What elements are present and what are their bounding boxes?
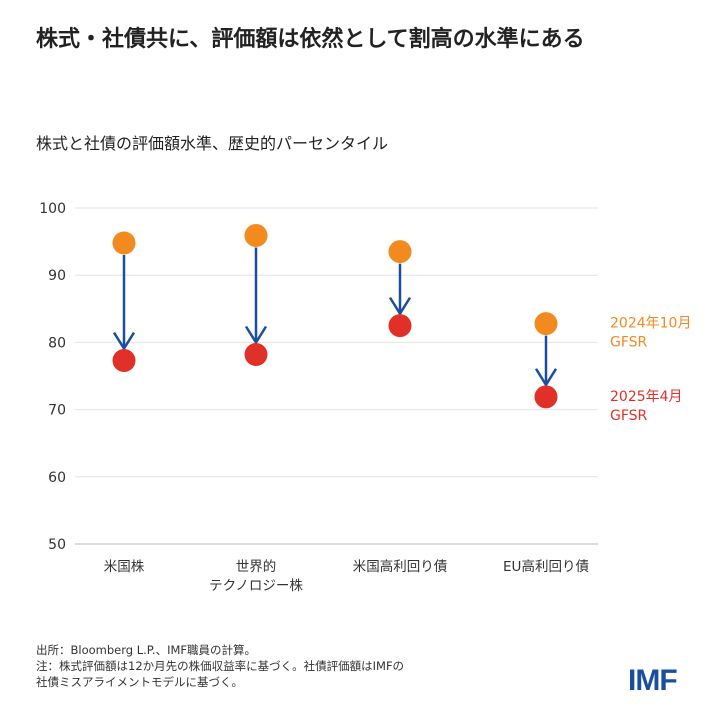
x-category-label: EU高利回り債 — [503, 558, 589, 575]
x-category-label: 世界的 — [236, 559, 277, 575]
data-point — [534, 385, 558, 409]
legend-label: GFSR — [610, 335, 648, 351]
y-tick-label: 100 — [39, 201, 66, 217]
legend-label: GFSR — [610, 408, 648, 424]
y-tick-label: 60 — [48, 470, 66, 486]
notes: 出所：Bloomberg L.P.、IMF職員の計算。 注：株式評価額は12か月… — [36, 642, 404, 690]
arrow-head — [112, 331, 136, 351]
x-category-label: 米国高利回り債 — [353, 558, 448, 575]
arrow-head — [244, 325, 268, 345]
y-tick-label: 70 — [48, 403, 66, 419]
y-tick-label: 80 — [48, 335, 66, 351]
data-point — [388, 240, 412, 264]
legend-label: 2024年10月 — [610, 316, 691, 332]
data-point — [388, 314, 412, 338]
x-category-label: 米国株 — [104, 559, 145, 575]
chart-title: 株式・社債共に、評価額は依然として割高の水準にある — [36, 27, 585, 52]
data-point — [244, 224, 268, 248]
data-point — [112, 231, 136, 255]
legend-label: 2025年4月 — [610, 389, 683, 405]
data-point — [112, 349, 136, 373]
arrow-head — [388, 296, 412, 316]
arrow-head — [534, 368, 558, 388]
chart-subtitle: 株式と社債の評価額水準、歴史的パーセンタイル — [36, 134, 389, 153]
imf-logo: IMF — [628, 664, 678, 697]
data-point — [244, 342, 268, 366]
footnote-2: 社債ミスアライメントモデルに基づく。 — [36, 675, 243, 689]
footnote-1: 注：株式評価額は12か月先の株価収益率に基づく。社債評価額はIMFの — [36, 659, 405, 673]
y-tick-label: 50 — [48, 537, 66, 553]
y-tick-label: 90 — [48, 268, 66, 284]
data-point — [534, 312, 558, 336]
source-note: 出所：Bloomberg L.P.、IMF職員の計算。 — [36, 643, 257, 657]
x-category-label: テクノロジー株 — [209, 578, 303, 594]
